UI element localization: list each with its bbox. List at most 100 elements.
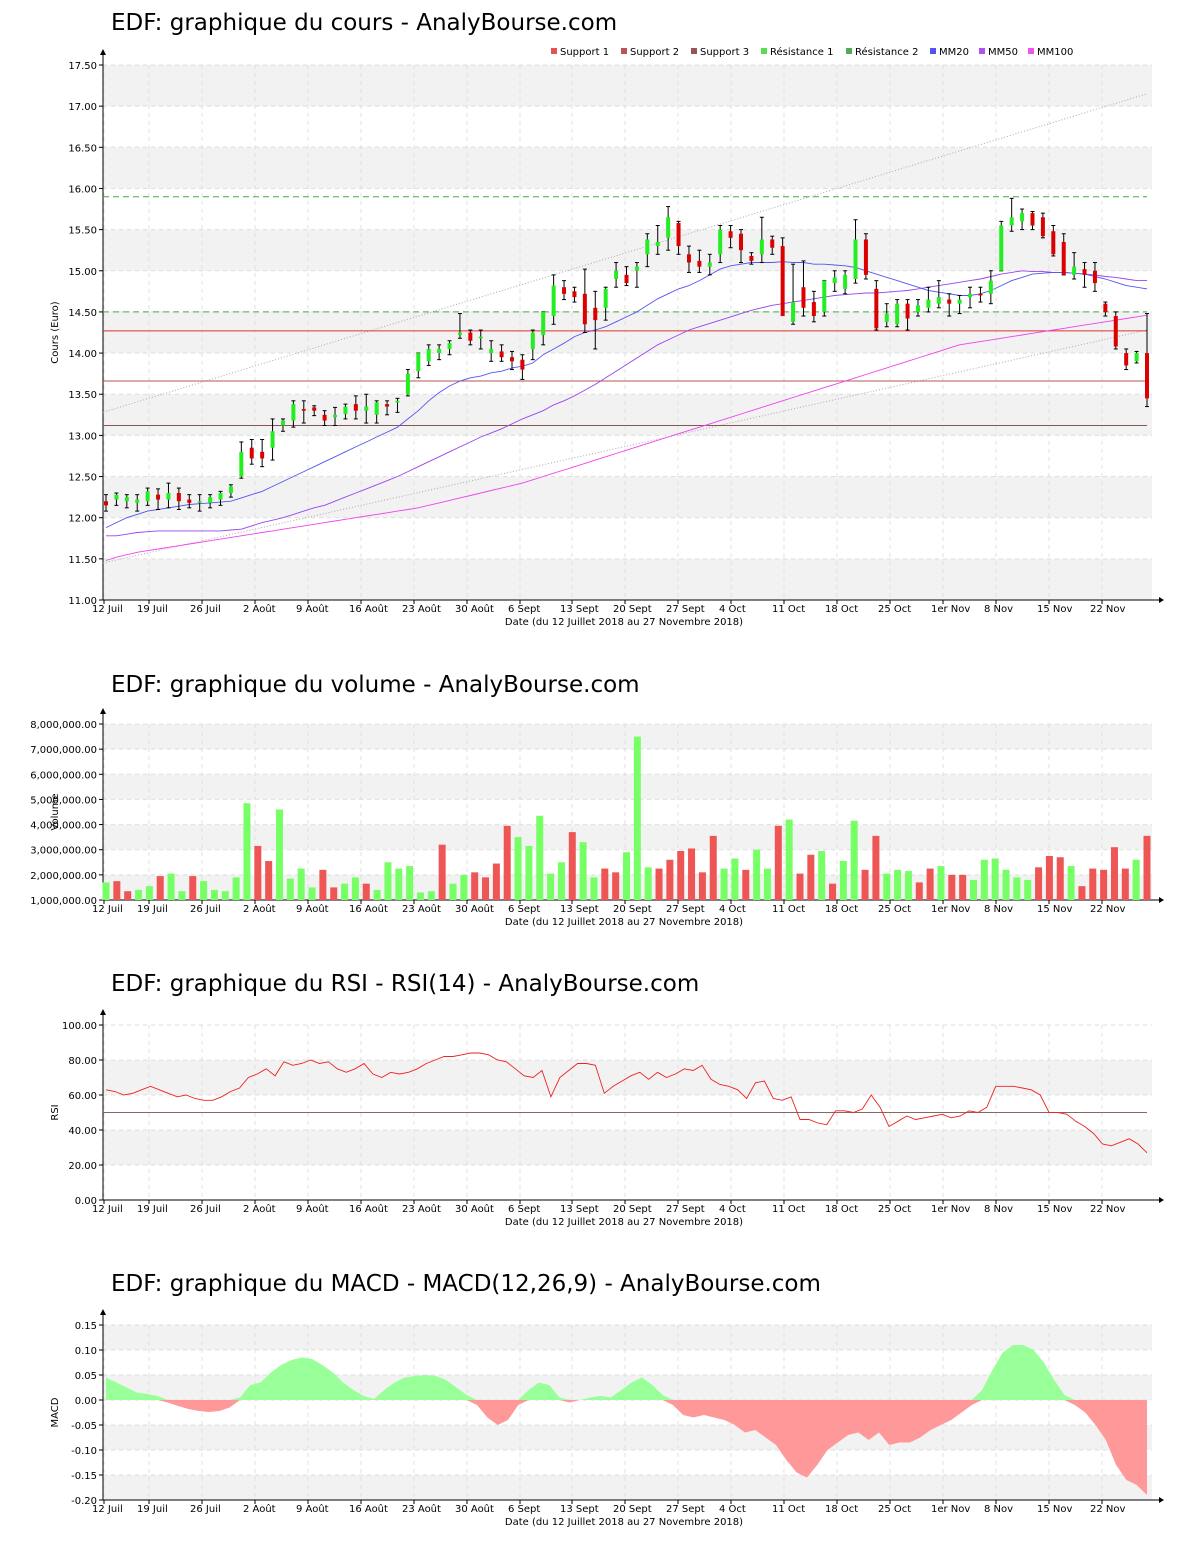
channel-upper-line [102, 93, 1148, 413]
price-xtick-label: 4 Oct [719, 604, 746, 615]
rsi-line [105, 1052, 1148, 1154]
price-band [103, 229, 1152, 271]
legend-swatch [621, 48, 627, 54]
volume-bar [1132, 859, 1140, 900]
candle-body [739, 233, 744, 251]
macd-xtick-label: 8 Nov [984, 1504, 1013, 1515]
volume-bar [265, 861, 273, 900]
volume-bar [471, 872, 479, 900]
volume-x-arrow [1159, 897, 1164, 903]
volume-bar [189, 876, 197, 900]
price-xtick-label: 16 Août [349, 603, 388, 615]
candle-body [156, 494, 161, 500]
volume-xtick-label: 4 Oct [719, 904, 746, 915]
volume-xtick-label: 9 Août [296, 903, 329, 915]
candle-body [780, 246, 785, 317]
macd-chart: -0.20 -0.15 -0.10 -0.05 0.00 0.05 0.10 0.15 12 J… [50, 1309, 1164, 1528]
candle-body [801, 287, 806, 308]
candle-body [405, 373, 410, 395]
volume-ylabel: Volume [50, 793, 61, 830]
volume-y-arrow [100, 708, 106, 714]
mm100-line [105, 314, 1148, 561]
candle-body [666, 217, 671, 238]
rsi-ytick-label: 100.00 [62, 1021, 97, 1032]
legend-label: MM20 [939, 47, 969, 58]
volume-bar [308, 887, 316, 900]
candle-body [239, 451, 244, 477]
candle-body [260, 451, 265, 459]
price-ytick-label: 13.00 [68, 431, 97, 442]
rsi-ytick-label: 80.00 [68, 1056, 97, 1067]
volume-bar [709, 835, 717, 900]
volume-bar [514, 837, 522, 900]
legend-swatch [761, 48, 767, 54]
volume-bar [763, 868, 771, 900]
candle-body [895, 303, 900, 325]
candle-body [999, 225, 1004, 271]
volume-ytick-label: 6,000,000.00 [30, 770, 97, 781]
candle-body [759, 239, 764, 255]
price-ytick-label: 17.50 [68, 61, 97, 72]
volume-bar [135, 889, 143, 900]
macd-y-arrow [100, 1309, 106, 1315]
rsi-xtick-label: 18 Oct [825, 1204, 858, 1215]
candle-body [353, 404, 358, 411]
volume-bar [796, 873, 804, 900]
volume-xtick-label: 12 Juil [92, 904, 123, 915]
rsi-xtick-label: 25 Oct [878, 1204, 911, 1215]
candle-body [1103, 303, 1108, 312]
candle-body [874, 288, 879, 329]
candle-body [749, 255, 754, 261]
candle-body [1082, 269, 1087, 275]
candle-body [489, 348, 494, 354]
volume-xtick-label: 30 Août [455, 903, 494, 915]
volume-bar [926, 868, 934, 900]
volume-bar [384, 862, 392, 900]
mm50-line [106, 270, 1147, 537]
volume-bar [970, 879, 977, 900]
volume-bar [503, 825, 511, 900]
volume-bar [178, 891, 186, 900]
macd-ytick-label: 0.05 [75, 1371, 97, 1382]
candle-body [364, 406, 369, 411]
rsi-xtick-label: 12 Juil [92, 1204, 123, 1215]
volume-xtick-label: 6 Sept [508, 904, 540, 915]
candle-body [614, 270, 619, 279]
candle-body [374, 402, 379, 415]
volume-bar [492, 863, 500, 900]
candle-body [957, 299, 962, 304]
volume-bar [579, 842, 587, 900]
macd-xtick-label: 20 Sept [613, 1504, 652, 1515]
price-ytick-label: 11.00 [68, 596, 97, 607]
volume-bar [200, 881, 208, 900]
volume-bar [1035, 867, 1043, 900]
candle-body [322, 414, 327, 421]
candle-body [1092, 270, 1097, 284]
volume-bar [1002, 869, 1010, 900]
volume-chart: 1,000,000.00 2,000,000.00 3,000,000.00 4,00… [30, 708, 1164, 928]
volume-bar [807, 854, 815, 900]
candle-body [333, 414, 338, 418]
volume-bar [395, 868, 403, 900]
volume-bar [655, 868, 663, 900]
volume-xtick-label: 23 Août [402, 903, 441, 915]
rsi-xtick-label: 19 Juil [137, 1204, 168, 1215]
volume-xtick-label: 27 Sept [666, 904, 705, 915]
rsi-ytick-label: 0.00 [75, 1196, 97, 1207]
rsi-xtick-label: 6 Sept [508, 1204, 540, 1215]
candle-body [884, 313, 889, 322]
candle-body [1051, 231, 1056, 255]
price-ytick-label: 15.50 [68, 226, 97, 237]
rsi-y-arrow [100, 1009, 106, 1015]
macd-xtick-label: 26 Juil [190, 1504, 221, 1515]
macd-xtick-label: 12 Juil [92, 1504, 123, 1515]
candle-body [1020, 213, 1025, 222]
macd-xtick-label: 25 Oct [878, 1504, 911, 1515]
rsi-xtick-label: 8 Nov [984, 1204, 1013, 1215]
candle-body [1061, 241, 1066, 275]
candle-body [947, 299, 952, 304]
rsi-xtick-label: 9 Août [296, 1203, 329, 1215]
volume-bar [677, 850, 685, 900]
volume-bar [980, 859, 988, 900]
candle-body [385, 404, 390, 407]
